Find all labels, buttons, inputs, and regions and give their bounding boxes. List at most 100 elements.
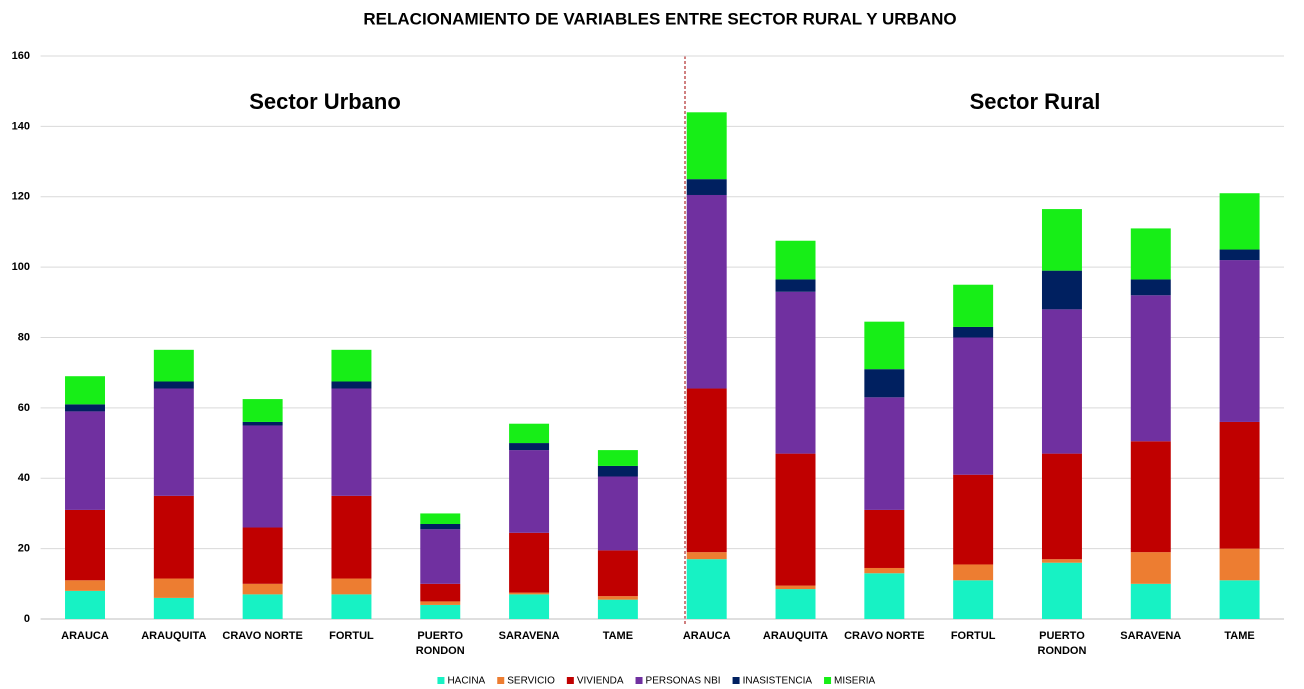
bar-segment [1130,441,1171,553]
bar-segment [1041,309,1082,454]
bar-segment [597,476,638,551]
bar-segment [153,349,194,382]
bar-segment [864,369,905,398]
bar-segment [153,381,194,389]
bar-segment [65,376,105,405]
legend-swatch [732,677,740,684]
y-tick-label: 80 [18,331,30,343]
y-tick-label: 160 [12,50,30,62]
bar-segment [686,388,727,553]
bar-segment [864,397,905,510]
bar-segment [65,590,105,619]
legend-swatch [635,677,643,684]
bar-segment [686,194,727,389]
bar-segment [1041,270,1082,310]
bar-segment [242,583,283,595]
legend-label: HACINA [447,676,485,687]
legend-swatch [437,677,445,684]
bar-segment [509,592,550,595]
bar-segment [686,559,727,619]
bar-segment [242,421,283,426]
bar-segment [686,179,727,195]
x-tick-label: FORTUL [950,630,996,642]
bar-segment [1041,453,1082,560]
bar-segment [420,513,461,524]
y-tick-label: 100 [12,261,30,273]
bar-segment [1219,548,1260,581]
bar-segment [1219,193,1260,250]
bar-segment [420,529,461,584]
x-tick-label: CRAVO NORTE [222,630,303,642]
bar-segment [597,450,638,466]
bar-segment [1130,552,1171,584]
bar-segment [953,337,994,475]
bar-segment [331,578,372,595]
annotation: Sector Rural [970,89,1101,114]
x-tick-label: PUERTO RONDON [1037,630,1087,657]
bar-segment [1219,260,1260,422]
bar-segment [509,443,550,451]
bar-segment [1219,249,1260,261]
legend-label: VIVIENDA [577,676,624,687]
bar-segment [597,465,638,477]
bar-segment [775,589,816,619]
x-tick-label: ARAUQUITA [141,630,207,642]
bar-segment [331,495,372,579]
bar-segment [331,388,372,496]
bar-segment [420,523,461,530]
bar-segment [953,284,994,327]
bar-segment [864,321,905,370]
bar-segment [242,399,283,422]
bar-segment [420,601,461,605]
x-tick-label: ARAUQUITA [762,630,829,642]
bar-segment [1130,583,1171,619]
bar-segment [953,580,994,619]
bar-segment [65,404,105,412]
bar-segment [509,450,550,533]
bar-segment [242,425,283,528]
bar-segment [775,453,816,586]
bar-segment [242,527,283,584]
legend-swatch [566,677,574,684]
y-tick-label: 20 [18,543,30,555]
bar-segment [153,388,194,496]
bar-segment [153,495,194,579]
bar-segment [420,583,461,602]
legend-label: PERSONAS NBI [646,676,721,687]
bar-segment [1041,209,1082,271]
legend-label: SERVICIO [507,676,555,687]
bar-segment [153,578,194,598]
x-tick-label: FORTUL [329,630,374,642]
x-tick-label: ARAUCA [682,630,731,642]
bar-segment [864,567,905,574]
bar-segment [775,279,816,292]
legend-swatch [497,677,505,684]
bar-segment [953,326,994,338]
bar-segment [953,474,994,565]
legend-label: INASISTENCIA [743,676,813,687]
bar-segment [597,599,638,619]
bar-segment [509,423,550,444]
bar-segment [686,112,727,180]
y-tick-label: 0 [24,613,30,625]
chart-title: RELACIONAMIENTO DE VARIABLES ENTRE SECTO… [363,9,956,28]
y-tick-label: 60 [18,402,30,414]
bar-segment [331,381,372,389]
bar-segment [420,604,461,619]
legend-swatch [824,677,832,684]
bar-segment [1219,421,1260,549]
bar-segment [953,564,994,581]
bar-segment [597,550,638,597]
x-tick-label: SARAVENA [498,630,560,642]
x-tick-label: ARAUCA [61,630,109,642]
bar-segment [509,532,550,593]
bar-segment [153,597,194,619]
bar-segment [331,349,372,382]
bar-segment [775,585,816,590]
bar-segment [65,411,105,510]
bar-segment [1130,279,1171,296]
bar-segment [597,596,638,600]
bar-segment [1130,295,1171,442]
bar-segment [864,509,905,568]
